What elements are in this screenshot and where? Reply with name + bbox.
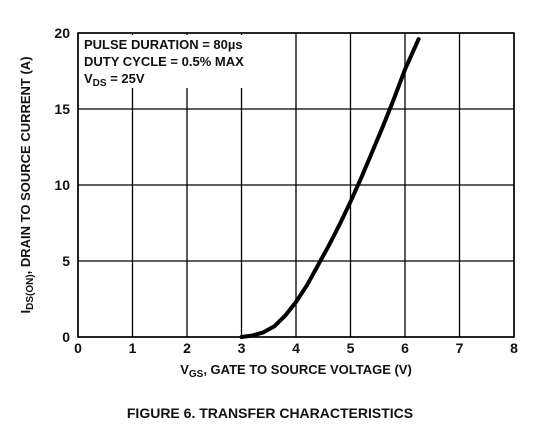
plot-area	[239, 37, 421, 339]
x-axis-label: VGS, GATE TO SOURCE VOLTAGE (V)	[180, 362, 412, 380]
x-tick-label: 6	[401, 340, 409, 356]
x-tick-label: 8	[510, 340, 518, 356]
figure-caption: FIGURE 6. TRANSFER CHARACTERISTICS	[127, 405, 413, 421]
y-axis-label: IDS(ON), DRAIN TO SOURCE CURRENT (A)	[18, 56, 36, 313]
annotation-pulse-duration: PULSE DURATION = 80µs	[84, 37, 243, 52]
y-tick-label: 0	[62, 329, 70, 345]
x-tick-label: 7	[456, 340, 464, 356]
x-tick-label: 1	[129, 340, 137, 356]
y-tick-label: 15	[54, 101, 70, 117]
transfer-curve-line	[239, 37, 421, 339]
plot-frame	[77, 32, 515, 338]
y-tick-label: 5	[62, 253, 70, 269]
x-tick-label: 5	[347, 340, 355, 356]
x-tick-label: 2	[183, 340, 191, 356]
x-tick-label: 3	[238, 340, 246, 356]
annotation-box: PULSE DURATION = 80µs DUTY CYCLE = 0.5% …	[80, 35, 270, 89]
x-tick-label: 4	[292, 340, 300, 356]
y-tick-label: 20	[54, 25, 70, 41]
x-tick-label: 0	[74, 340, 82, 356]
annotation-duty-cycle: DUTY CYCLE = 0.5% MAX	[84, 54, 244, 69]
y-tick-label: 10	[54, 177, 70, 193]
annotation-vds: VDS = 25V	[84, 71, 145, 89]
tick-labels: 0 1 2 3 4 5 6 7 8 0 5 10 15 20	[54, 25, 518, 356]
grid	[77, 32, 515, 338]
